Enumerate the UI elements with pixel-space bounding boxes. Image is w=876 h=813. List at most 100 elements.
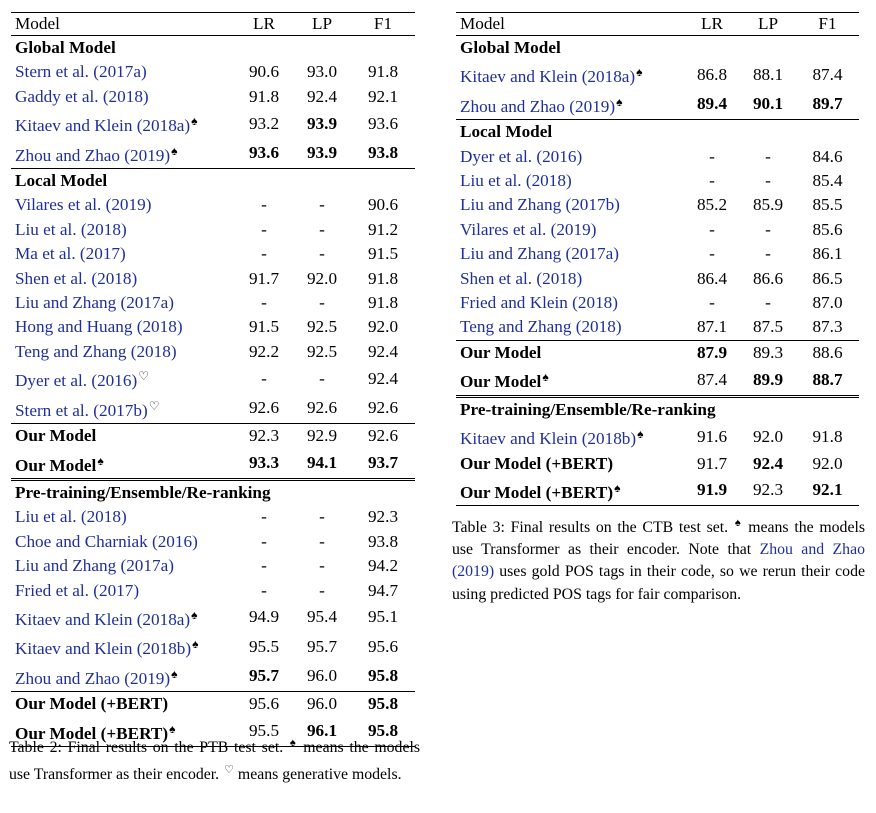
citation-link[interactable]: Kitaev and Klein (2018b) [15,639,192,659]
citation-link[interactable]: Stern et al. (2017a) [15,62,147,82]
f1-value: 92.0 [812,453,843,473]
lp-value: 92.4 [306,86,338,106]
lp-value: 85.9 [752,195,784,215]
citation-link[interactable]: Kitaev and Klein (2018a) [15,116,191,136]
f1-value: 86.1 [812,244,843,264]
column-header: LR [235,12,293,36]
lp-value: - [765,146,771,166]
citation-link[interactable]: Liu and Zhang (2017a) [460,244,619,264]
lr-value: 93.2 [248,113,280,133]
table-row: Dyer et al. (2016) - - 84.6 [456,145,859,169]
model-cell: Liu et al. (2018) [11,505,235,529]
lp-value: 93.0 [306,62,338,82]
table-row: Our Model♠ 87.4 89.9 88.7 [456,365,859,396]
model-name: Our Model (+BERT) [15,694,169,714]
model-cell: Our Model [11,423,235,449]
section-header-row: Pre-training/Ensemble/Re-ranking [11,477,415,506]
section-title: Local Model [11,168,415,194]
heart-icon: ♡ [224,764,234,777]
table-row: Fried et al. (2017) - - 94.7 [11,579,415,603]
f1-value: 94.2 [367,556,399,576]
table-row: Zhou and Zhao (2019)♠ 89.4 90.1 89.7 [456,90,859,120]
spade-icon: ♠ [191,114,198,129]
table-row: Liu and Zhang (2017a) - - 86.1 [456,242,859,266]
table-row: Our Model (+BERT) 91.7 92.4 92.0 [456,452,859,476]
table-row: Hong and Huang (2018) 91.5 92.5 92.0 [11,315,415,339]
f1-value: 88.7 [812,369,843,389]
f1-value: 93.6 [367,113,399,133]
citation-link[interactable]: Choe and Charniak (2016) [15,531,198,551]
citation-link[interactable]: Ma et al. (2017) [15,244,126,264]
heart-icon: ♡ [148,398,160,413]
caption-lead: Table 2: Final results on the PTB test s… [9,739,284,756]
table-row: Shen et al. (2018) 91.7 92.0 91.8 [11,267,415,291]
model-cell: Liu et al. (2018) [456,169,684,193]
f1-value: 95.8 [367,666,399,686]
f1-value: 94.7 [367,580,399,600]
citation-link[interactable]: Liu et al. (2018) [460,171,572,191]
lp-value: 89.9 [752,369,784,389]
column-header: F1 [351,12,415,36]
lr-value: 87.4 [696,369,728,389]
model-cell: Our Model♠ [11,449,235,480]
citation-link[interactable]: Liu and Zhang (2017a) [15,293,174,313]
citation-link[interactable]: Stern et al. (2017b) [15,400,148,420]
citation-link[interactable]: Vilares et al. (2019) [15,195,152,215]
citation-link[interactable]: Liu and Zhang (2017b) [460,195,620,215]
f1-value: 93.7 [367,453,399,472]
lp-value: 86.6 [752,268,784,288]
section-header-row: Local Model [456,119,859,145]
model-cell: Kitaev and Klein (2018a)♠ [11,109,235,138]
model-cell: Choe and Charniak (2016) [11,530,235,554]
caption-text: means generative models. [237,766,402,784]
model-cell: Liu et al. (2018) [11,218,235,242]
citation-link[interactable]: Shen et al. (2018) [15,268,138,288]
citation-link[interactable]: Teng and Zhang (2018) [460,317,622,337]
model-name: Our Model (+BERT) [15,723,169,743]
citation-link[interactable]: Fried and Klein (2018) [460,293,618,313]
lp-value: 88.1 [752,64,784,84]
section-title: Local Model [456,119,859,145]
citation-link[interactable]: Teng and Zhang (2018) [15,341,177,361]
column-header: LP [293,12,351,36]
citation-link[interactable]: Zhou and Zhao (2019) [15,668,171,688]
lr-value: 92.3 [235,423,293,449]
citation-link[interactable]: Shen et al. (2018) [460,268,583,288]
citation-link[interactable]: Zhou and Zhao (2019) [460,96,616,116]
citation-link[interactable]: Kitaev and Klein (2018a) [15,609,191,629]
citation-link[interactable]: Hong and Huang (2018) [15,317,183,337]
model-cell: Zhou and Zhao (2019)♠ [456,90,684,120]
citation-link[interactable]: Liu et al. (2018) [15,507,127,527]
lp-value: 89.3 [740,339,796,366]
lr-value: 95.5 [248,636,280,656]
lr-value: 95.7 [248,666,280,686]
citation-link[interactable]: Kitaev and Klein (2018a) [460,67,636,87]
citation-link[interactable]: Gaddy et al. (2018) [15,86,149,106]
lr-value: 91.9 [684,475,740,507]
citation-link[interactable]: Zhou and Zhao (2019) [15,145,171,165]
model-cell: Shen et al. (2018) [456,267,684,291]
lp-value: - [765,219,771,239]
f1-value: 91.2 [367,219,399,239]
model-cell: Kitaev and Klein (2018b)♠ [456,422,684,451]
citation-link[interactable]: Fried et al. (2017) [15,580,140,600]
citation-link[interactable]: Dyer et al. (2016) [15,371,138,391]
citation-link[interactable]: Vilares et al. (2019) [460,219,597,239]
citation-link[interactable]: Liu and Zhang (2017a) [15,556,174,576]
f1-value: 91.8 [367,268,399,288]
table-3-caption: Table 3: Final results on the CTB test s… [452,512,865,606]
lp-value: - [765,171,771,191]
citation-link[interactable]: Liu et al. (2018) [15,219,127,239]
f1-value: 92.1 [367,86,399,106]
citation-link[interactable]: Dyer et al. (2016) [460,146,583,166]
lp-value: 95.4 [306,607,338,627]
table-row: Kitaev and Klein (2018a)♠ 86.8 88.1 87.4 [456,60,859,89]
lp-value: - [319,195,325,215]
f1-value: 87.0 [812,293,843,313]
f1-value: 87.3 [812,317,843,337]
lp-value: 96.0 [293,691,351,717]
citation-link[interactable]: Zhou and Zhao (2019) [452,541,865,581]
f1-value: 84.6 [812,146,843,166]
citation-link[interactable]: Kitaev and Klein (2018b) [460,429,637,449]
model-cell: Kitaev and Klein (2018a)♠ [456,60,684,89]
